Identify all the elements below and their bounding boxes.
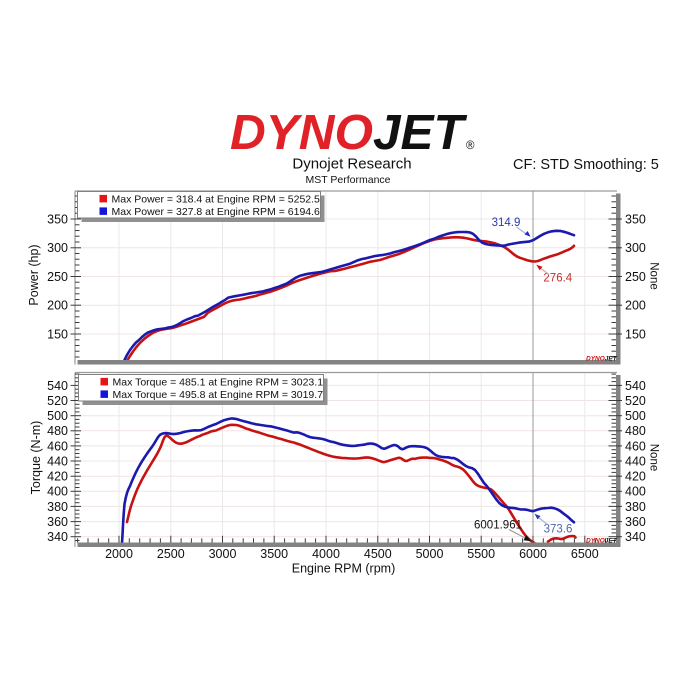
svg-text:5500: 5500: [467, 547, 495, 561]
svg-text:540: 540: [625, 379, 646, 393]
svg-text:380: 380: [47, 500, 68, 514]
svg-text:Power (hp): Power (hp): [27, 244, 41, 305]
svg-text:None: None: [648, 262, 660, 290]
svg-text:Max Power = 327.8 at Engine RP: Max Power = 327.8 at Engine RPM = 6194.6: [112, 206, 321, 218]
svg-text:460: 460: [625, 439, 646, 453]
svg-text:520: 520: [625, 394, 646, 408]
svg-text:350: 350: [625, 212, 646, 226]
svg-text:6001.961: 6001.961: [474, 519, 522, 531]
svg-text:200: 200: [625, 299, 646, 313]
svg-text:Max Torque = 495.8 at Engine R: Max Torque = 495.8 at Engine RPM = 3019.…: [113, 389, 324, 401]
svg-text:480: 480: [625, 424, 646, 438]
svg-text:360: 360: [47, 515, 68, 529]
svg-text:460: 460: [47, 439, 68, 453]
svg-text:540: 540: [47, 379, 68, 393]
svg-text:DYNOJET: DYNOJET: [586, 537, 618, 544]
svg-text:380: 380: [625, 500, 646, 514]
svg-text:373.6: 373.6: [544, 524, 573, 536]
svg-text:3000: 3000: [209, 547, 237, 561]
svg-text:4000: 4000: [312, 547, 340, 561]
svg-text:2500: 2500: [157, 547, 185, 561]
svg-text:®: ®: [466, 140, 475, 152]
svg-text:400: 400: [625, 485, 646, 499]
svg-text:500: 500: [625, 409, 646, 423]
svg-text:420: 420: [625, 470, 646, 484]
svg-text:3500: 3500: [260, 547, 288, 561]
svg-text:DYNOJET: DYNOJET: [586, 355, 618, 362]
svg-text:440: 440: [625, 454, 646, 468]
svg-text:520: 520: [47, 394, 68, 408]
svg-text:150: 150: [625, 327, 646, 341]
svg-text:6500: 6500: [571, 547, 599, 561]
svg-text:400: 400: [47, 485, 68, 499]
svg-text:350: 350: [47, 212, 68, 226]
svg-text:2000: 2000: [105, 547, 133, 561]
svg-text:480: 480: [47, 424, 68, 438]
svg-text:314.9: 314.9: [492, 217, 521, 229]
svg-text:None: None: [648, 444, 660, 472]
svg-text:Torque (N-m): Torque (N-m): [29, 421, 43, 495]
svg-text:CF: STD Smoothing: 5: CF: STD Smoothing: 5: [513, 157, 659, 173]
svg-text:DYNOJET: DYNOJET: [230, 105, 468, 160]
svg-text:250: 250: [47, 270, 68, 284]
svg-text:150: 150: [47, 327, 68, 341]
svg-text:MST Performance: MST Performance: [306, 174, 391, 186]
svg-text:Max Power = 318.4 at Engine RP: Max Power = 318.4 at Engine RPM = 5252.5: [112, 194, 321, 206]
svg-text:360: 360: [625, 515, 646, 529]
svg-text:276.4: 276.4: [543, 273, 572, 285]
svg-text:200: 200: [47, 299, 68, 313]
svg-text:340: 340: [625, 530, 646, 544]
svg-text:Max Torque = 485.1 at Engine R: Max Torque = 485.1 at Engine RPM = 3023.…: [113, 377, 324, 389]
svg-text:4500: 4500: [364, 547, 392, 561]
svg-text:Engine RPM (rpm): Engine RPM (rpm): [292, 562, 396, 576]
svg-text:5000: 5000: [416, 547, 444, 561]
svg-text:300: 300: [47, 241, 68, 255]
svg-text:500: 500: [47, 409, 68, 423]
svg-text:300: 300: [625, 241, 646, 255]
svg-text:440: 440: [47, 454, 68, 468]
svg-text:250: 250: [625, 270, 646, 284]
svg-text:420: 420: [47, 470, 68, 484]
svg-text:340: 340: [47, 530, 68, 544]
svg-text:6000: 6000: [519, 547, 547, 561]
svg-text:Dynojet Research: Dynojet Research: [292, 156, 411, 173]
